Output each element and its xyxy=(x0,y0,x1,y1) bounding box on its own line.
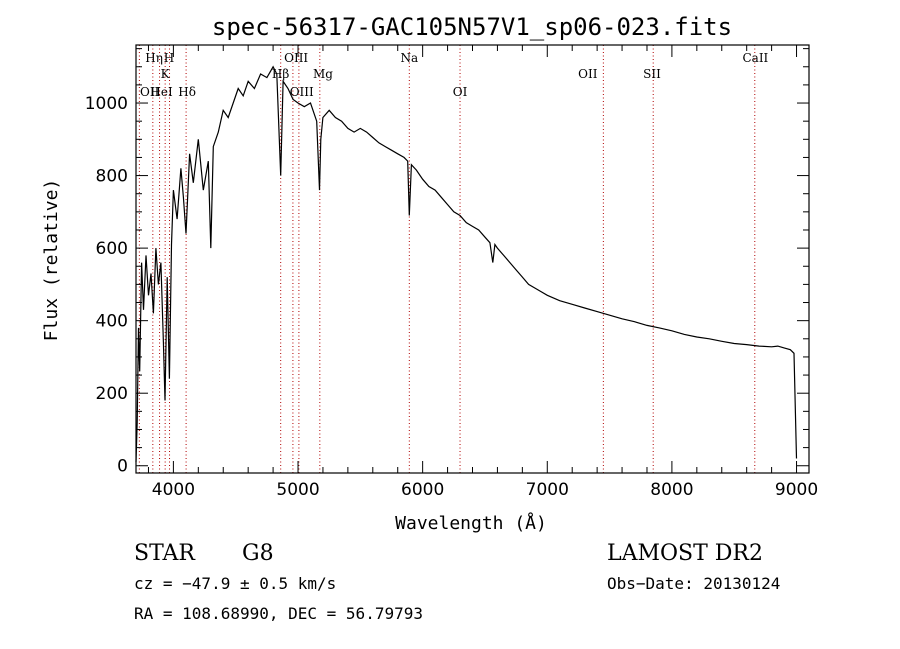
spectral-line-label: OIII xyxy=(284,51,308,65)
spectral-line-label: Hβ xyxy=(272,67,289,81)
spectral-line-label: Na xyxy=(400,51,418,65)
observation-date: Obs−Date: 20130124 xyxy=(607,574,780,593)
spectral-line-label: HeI xyxy=(150,85,173,99)
object-class: STAR xyxy=(134,541,196,566)
x-axis-label: Wavelength (Å) xyxy=(395,512,547,534)
x-tick-label: 9000 xyxy=(775,480,818,500)
x-tick-label: 5000 xyxy=(276,480,319,500)
plot-frame xyxy=(135,44,810,474)
x-tick-label: 8000 xyxy=(650,480,693,500)
spectral-line-label: K xyxy=(161,67,171,81)
coordinates-readout: RA = 108.68990, DEC = 56.79793 xyxy=(134,604,423,623)
spectral-line-label: OII xyxy=(578,67,598,81)
spectral-line-label: OI xyxy=(453,85,468,99)
x-tick-label: 4000 xyxy=(152,480,195,500)
spectral-lines xyxy=(138,45,756,473)
spectrum-series-line xyxy=(135,65,798,463)
spectral-line-label: OII xyxy=(140,85,160,99)
spectral-line-label: Hη xyxy=(145,51,163,65)
spectral-line-label: H xyxy=(164,51,174,65)
spectral-line-label: Hδ xyxy=(178,85,196,99)
chart-title: spec-56317-GAC105N57V1_sp06-023.fits xyxy=(212,13,732,41)
y-tick-label: 600 xyxy=(96,239,128,259)
x-axis-ticks: 4000 5000 6000 7000 8000 9000 xyxy=(147,45,818,500)
y-tick-label: 0 xyxy=(117,457,128,477)
spectral-line-label: CaII xyxy=(742,51,768,65)
spectral-line-label: SII xyxy=(643,67,661,81)
y-tick-label: 200 xyxy=(96,384,128,404)
spectral-line-label: Mg xyxy=(313,67,333,81)
spectral-line-label: OIII xyxy=(290,85,314,99)
x-tick-label: 6000 xyxy=(401,480,444,500)
y-tick-label: 1000 xyxy=(85,94,128,114)
x-tick-label: 7000 xyxy=(526,480,569,500)
y-axis-label: Flux (relative) xyxy=(41,179,62,342)
redshift-readout: cz = −47.9 ± 0.5 km/s xyxy=(134,574,336,593)
object-subclass: G8 xyxy=(242,541,274,566)
survey-label: LAMOST DR2 xyxy=(607,541,763,566)
y-tick-label: 400 xyxy=(96,312,128,332)
y-axis-ticks: 0 200 400 600 800 1000 xyxy=(85,48,809,477)
y-tick-label: 800 xyxy=(96,167,128,187)
